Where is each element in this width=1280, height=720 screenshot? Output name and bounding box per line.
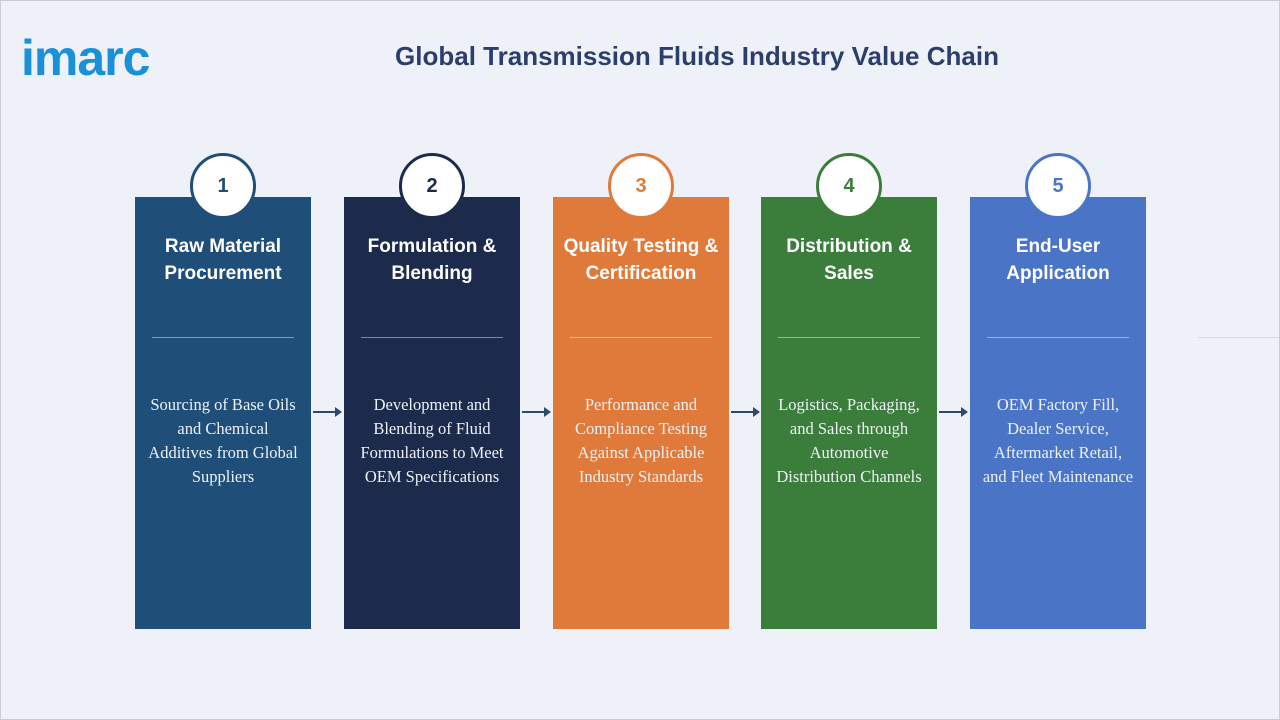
stage-number: 2: [399, 153, 465, 219]
stage-title: Distribution & Sales: [786, 236, 912, 284]
stage-description: Performance and Compliance Testing Again…: [575, 395, 707, 486]
divider: [1198, 337, 1279, 338]
stage-card: End-User Application OEM Factory Fill, De…: [970, 197, 1146, 629]
divider: [361, 337, 503, 338]
divider: [152, 337, 294, 338]
divider: [570, 337, 712, 338]
arrow: [731, 407, 760, 417]
stage-card: Formulation & Blending Development and Bl…: [344, 197, 520, 629]
arrow: [939, 407, 968, 417]
stage-number: 4: [816, 153, 882, 219]
stage-description: OEM Factory Fill, Dealer Service, Afterm…: [982, 395, 1134, 486]
stage-description: Sourcing of Base Oils and Chemical Addit…: [148, 395, 298, 486]
stage-title: Raw Material Procurement: [164, 236, 282, 284]
stage-card: Raw Material Procurement Sourcing of Base…: [135, 197, 311, 629]
stage-description: Development and Blending of Fluid Formul…: [360, 395, 504, 486]
divider: [778, 337, 920, 338]
stage-title: Quality Testing & Certification: [563, 236, 719, 284]
stage-card: Quality Testing & Certification Performan…: [553, 197, 729, 629]
stage-card: Distribution & Sales Logistics, Packaging…: [761, 197, 937, 629]
divider: [987, 337, 1129, 338]
title: Global Transmission Fluids Industry Valu…: [395, 41, 999, 71]
arrow: [522, 407, 551, 417]
stage-title: End-User Application: [1006, 236, 1110, 284]
arrow: [313, 407, 342, 417]
stage-number: 5: [1025, 153, 1091, 219]
stage-number: 1: [190, 153, 256, 219]
stage-number: 3: [608, 153, 674, 219]
logo: imarc: [21, 30, 150, 86]
stage-title: Formulation & Blending: [367, 236, 497, 284]
stage-description: Logistics, Packaging, and Sales through …: [776, 395, 922, 486]
